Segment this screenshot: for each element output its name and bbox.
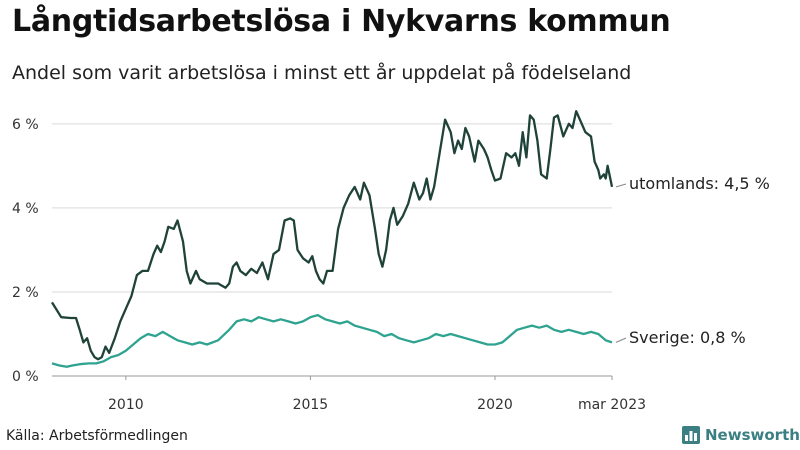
- newsworthy-icon: [682, 426, 700, 444]
- y-tick-label: 6 %: [12, 117, 39, 133]
- y-tick-label: 2 %: [12, 285, 39, 301]
- series-line-sverige: [51, 313, 613, 368]
- x-tick-label: 2010: [108, 397, 144, 413]
- line-chart: 0 % 2 % 4 % 6 % 2010 2015 2020 mar 2023 utomland…: [12, 110, 770, 413]
- series-line-utomlands: [51, 110, 614, 361]
- x-tick-label: 2015: [293, 397, 329, 413]
- end-label-utomlands: utomlands: 4,5 %: [629, 174, 770, 193]
- x-tick-label: 2020: [477, 397, 513, 413]
- brand-name: Newsworthy: [705, 426, 800, 444]
- brand-logo: Newsworthy: [682, 426, 800, 444]
- grid: [52, 123, 613, 380]
- series-lines: [51, 110, 614, 368]
- chart-title: Långtidsarbetslösa i Nykvarns kommun: [12, 4, 671, 39]
- chart-subtitle: Andel som varit arbetslösa i minst ett å…: [12, 62, 632, 84]
- labels: 0 % 2 % 4 % 6 % 2010 2015 2020 mar 2023 utomland…: [12, 117, 770, 413]
- y-tick-label: 0 %: [12, 369, 39, 385]
- x-tick-label: mar 2023: [578, 397, 646, 413]
- y-tick-label: 4 %: [12, 201, 39, 217]
- source-note: Källa: Arbetsförmedlingen: [6, 428, 188, 444]
- end-label-connector: [615, 183, 627, 188]
- end-label-connector: [615, 337, 627, 343]
- end-label-sverige: Sverige: 0,8 %: [629, 328, 746, 347]
